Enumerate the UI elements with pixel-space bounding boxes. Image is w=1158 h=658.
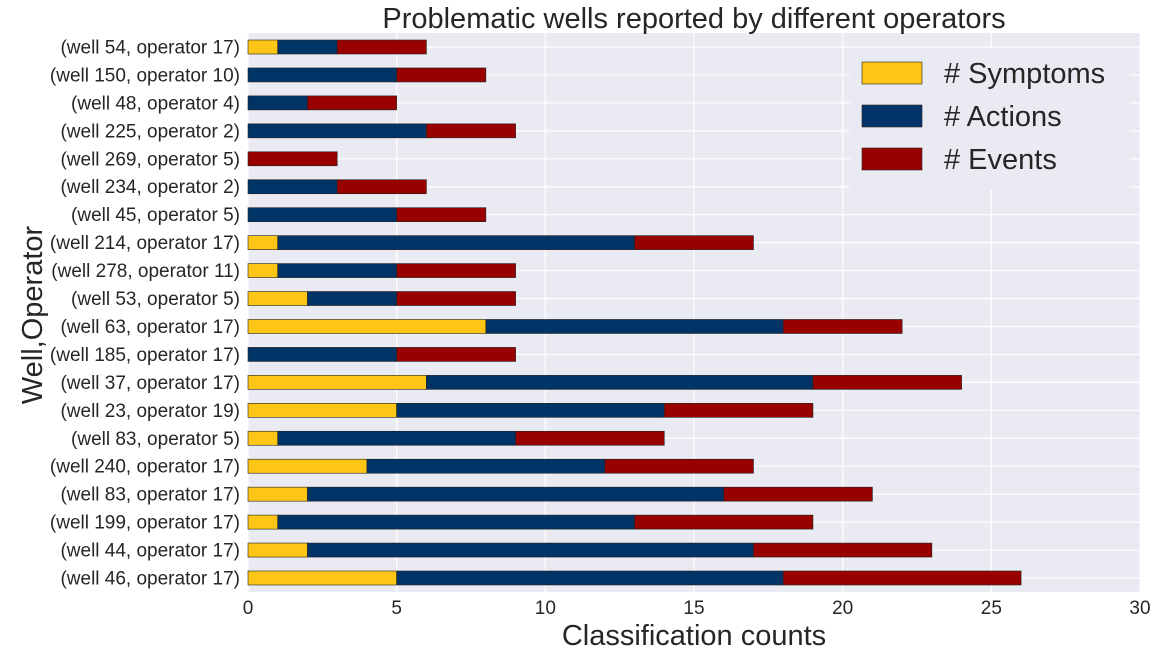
bars <box>247 39 1022 586</box>
y-tick-label: (well 54, operator 17) <box>60 38 240 59</box>
x-tick-label: 20 <box>832 598 853 619</box>
bar-segment <box>396 263 516 278</box>
bar-segment <box>247 67 397 83</box>
bar-segment <box>366 458 606 474</box>
bar-segment <box>247 95 308 111</box>
x-axis-label: Classification counts <box>562 620 826 652</box>
y-tick-label: (well 63, operator 17) <box>60 317 240 338</box>
bar-segment <box>247 514 279 530</box>
bar-segment <box>247 235 279 250</box>
bar-segment <box>336 39 427 55</box>
bar-segment <box>277 430 516 446</box>
y-tick-label: (well 37, operator 17) <box>60 373 240 394</box>
y-tick-label: (well 150, operator 10) <box>50 65 240 86</box>
y-tick-label: (well 44, operator 17) <box>60 541 240 562</box>
legend-swatch <box>861 104 923 128</box>
bar-segment <box>247 179 338 195</box>
bar-segment <box>277 263 397 278</box>
bar-segment <box>426 123 516 139</box>
y-tick-label: (well 185, operator 17) <box>50 345 240 366</box>
x-tick-label: 10 <box>535 598 556 619</box>
bar-segment <box>634 235 754 250</box>
y-axis-label: Well,Operator <box>17 225 49 404</box>
bar-segment <box>396 207 487 222</box>
y-tick-label: (well 53, operator 5) <box>71 289 240 310</box>
x-tick-labels: 0 5 10 15 20 25 30 <box>243 598 1151 619</box>
bar-segment <box>782 319 903 334</box>
x-tick-label: 0 <box>243 598 254 619</box>
bar-segment <box>663 403 814 418</box>
bar-segment <box>307 486 725 502</box>
y-tick-label: (well 214, operator 17) <box>50 233 240 254</box>
y-tick-labels: (well 54, operator 17) (well 150, operato… <box>50 38 240 590</box>
bar-segment <box>247 570 397 586</box>
bar-segment <box>604 458 754 474</box>
bar-segment <box>247 123 427 139</box>
bar-segment <box>426 375 814 390</box>
bar-segment <box>396 570 784 586</box>
bar-segment <box>247 39 279 55</box>
bar-segment <box>307 95 397 111</box>
bar-segment <box>247 375 427 390</box>
bar-segment <box>307 291 397 306</box>
chart-title: Problematic wells reported by different … <box>382 3 1005 35</box>
y-tick-label: (well 199, operator 17) <box>50 513 240 534</box>
bar-segment <box>247 347 397 362</box>
y-tick-label: (well 48, operator 4) <box>71 93 240 114</box>
bar-segment <box>277 235 635 250</box>
y-tick-label: (well 240, operator 17) <box>50 457 240 478</box>
y-tick-label: (well 45, operator 5) <box>71 205 240 226</box>
bar-segment <box>634 514 814 530</box>
bar-segment <box>247 486 308 502</box>
bar-segment <box>277 514 635 530</box>
bar-segment <box>247 458 368 474</box>
legend-label: # Symptoms <box>944 58 1105 90</box>
y-tick-label: (well 278, operator 11) <box>51 261 240 282</box>
legend-label: # Events <box>944 144 1057 176</box>
bar-segment <box>307 542 754 558</box>
bar-segment <box>247 207 397 222</box>
legend-swatch <box>861 147 923 171</box>
bar-segment <box>485 319 784 334</box>
bar-segment <box>247 430 279 446</box>
bar-segment <box>247 403 397 418</box>
x-tick-label: 30 <box>1129 598 1150 619</box>
x-tick-label: 5 <box>391 598 402 619</box>
y-tick-label: (well 225, operator 2) <box>60 121 240 142</box>
bar-segment <box>396 403 665 418</box>
y-tick-label: (well 83, operator 17) <box>60 485 240 506</box>
bar-segment <box>515 430 665 446</box>
bar-segment <box>247 151 338 167</box>
y-tick-label: (well 83, operator 5) <box>71 429 240 450</box>
bar-segment <box>812 375 962 390</box>
bar-segment <box>247 263 279 278</box>
legend-label: # Actions <box>944 101 1062 133</box>
bar-segment <box>247 291 308 306</box>
bar-segment <box>247 319 487 334</box>
x-tick-label: 15 <box>683 598 704 619</box>
bar-segment <box>753 542 933 558</box>
bar-segment <box>396 347 516 362</box>
bar-segment <box>396 67 487 83</box>
y-tick-label: (well 234, operator 2) <box>60 177 240 198</box>
legend-swatch <box>861 61 923 85</box>
bar-segment <box>723 486 873 502</box>
legend: # Symptoms # Actions # Events <box>850 48 1130 190</box>
y-tick-label: (well 23, operator 19) <box>60 401 240 422</box>
bar-segment <box>247 542 308 558</box>
bar-segment <box>277 39 338 55</box>
bar-segment <box>396 291 516 306</box>
bar-segment <box>782 570 1022 586</box>
bar-segment <box>336 179 427 195</box>
y-tick-label: (well 269, operator 5) <box>60 149 240 170</box>
y-tick-label: (well 46, operator 17) <box>60 569 240 590</box>
x-tick-label: 25 <box>981 598 1002 619</box>
